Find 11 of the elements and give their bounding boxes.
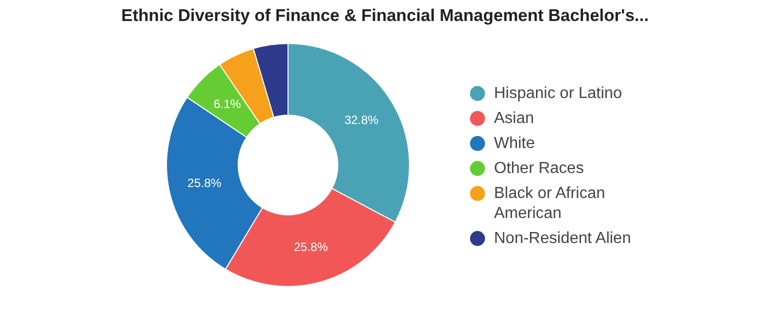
chart-title: Ethnic Diversity of Finance & Financial Management Bachelor's... [120,6,650,26]
legend-label: Other Races [494,159,584,179]
legend-label: Black or African American [494,184,606,224]
data-label: 25.8% [187,176,222,190]
legend-label: Asian [494,109,534,129]
legend-label: White [494,134,535,154]
legend-label: Hispanic or Latino [494,84,622,104]
data-label: 25.8% [294,240,328,254]
legend-label: Non-Resident Alien [494,229,631,249]
data-label: 6.1% [214,96,242,111]
data-label: 32.8% [344,113,379,128]
